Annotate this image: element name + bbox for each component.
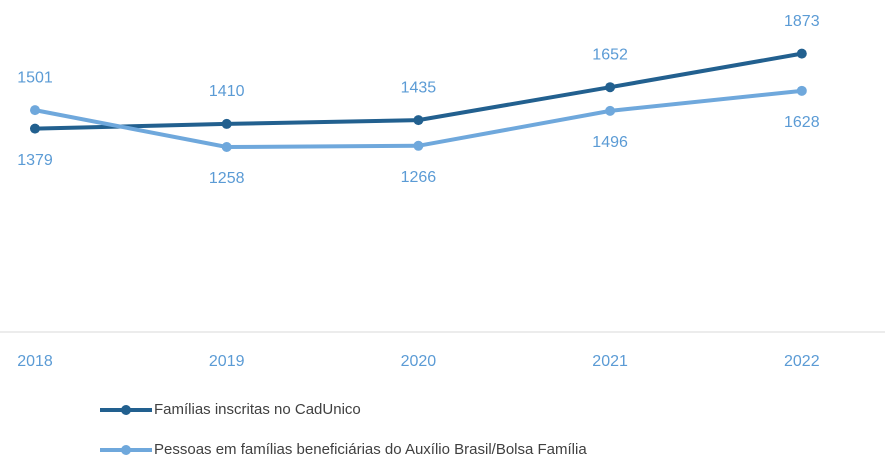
x-tick-label: 2020 (401, 353, 437, 370)
data-label: 1410 (209, 83, 245, 100)
data-label: 1496 (592, 134, 628, 151)
data-label: 1258 (209, 170, 245, 187)
data-label: 1501 (17, 69, 53, 86)
point (605, 105, 616, 116)
x-tick-label: 2019 (209, 353, 245, 370)
legend-marker (121, 405, 131, 415)
data-label: 1652 (592, 46, 628, 63)
legend-label: Pessoas em famílias beneficiárias do Aux… (154, 441, 587, 457)
point (413, 115, 424, 126)
x-tick-label: 2018 (17, 353, 53, 370)
point (796, 48, 807, 59)
x-tick-label: 2022 (784, 353, 820, 370)
data-label: 1628 (784, 114, 820, 131)
data-label: 1266 (401, 169, 437, 186)
point (30, 105, 40, 116)
point (413, 140, 424, 151)
data-label: 1379 (17, 152, 53, 169)
point (30, 123, 40, 134)
x-tick-label: 2021 (592, 353, 628, 370)
data-label: 1873 (784, 13, 820, 30)
data-label: 1435 (401, 79, 437, 96)
point (605, 82, 616, 93)
point (796, 85, 807, 96)
legend-label: Famílias inscritas no CadUnico (154, 401, 361, 418)
legend-marker (121, 445, 131, 455)
point (221, 142, 232, 153)
point (221, 118, 232, 129)
